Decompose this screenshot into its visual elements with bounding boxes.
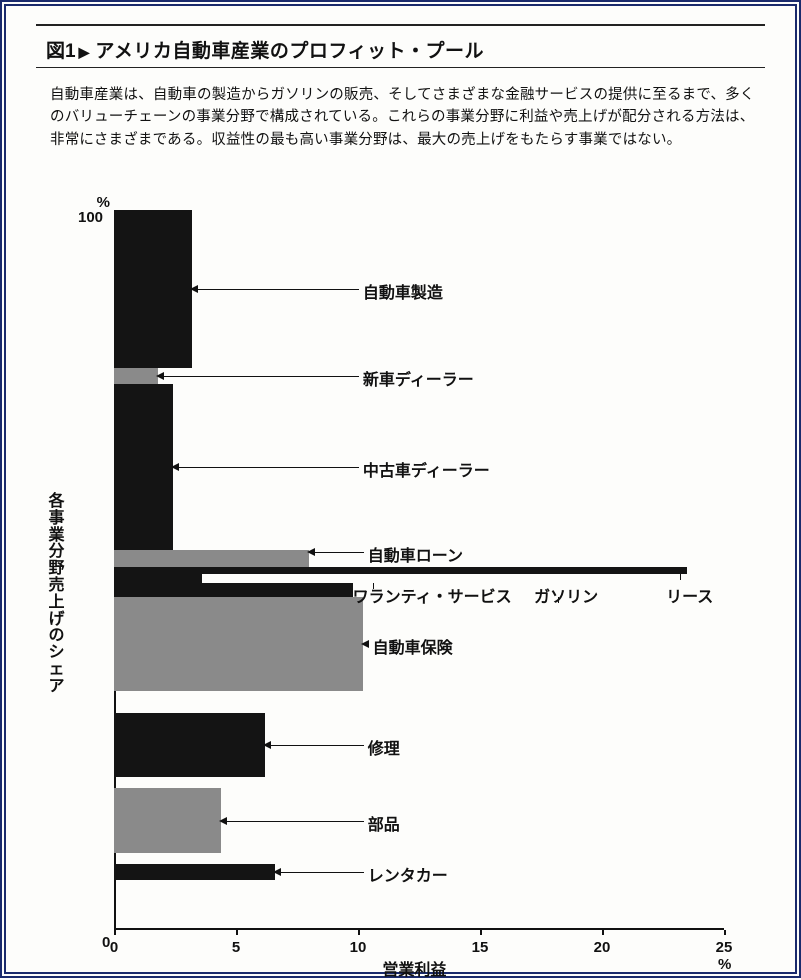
bar-parts bbox=[114, 788, 221, 853]
label-warranty: ワランティ・サービス bbox=[353, 583, 512, 607]
arrow-icon bbox=[190, 285, 198, 293]
label-parts: 部品 bbox=[368, 811, 400, 835]
leader-line bbox=[265, 745, 363, 746]
label-gasoline: ガソリン bbox=[534, 583, 598, 607]
bar-rental bbox=[114, 864, 275, 880]
figure-number: 図1 bbox=[46, 36, 76, 63]
figure-caption: 自動車産業は、自動車の製造からガソリンの販売、そしてさまざまな金融サービスの提供… bbox=[50, 84, 757, 151]
y-axis-title: 各事業分野売上げのシェア bbox=[48, 494, 66, 696]
bar-insurance bbox=[114, 597, 363, 691]
leader-line bbox=[192, 289, 359, 290]
label-lease: リース bbox=[666, 583, 713, 607]
top-rule bbox=[36, 24, 765, 26]
label-useddeal: 中古車ディーラー bbox=[363, 457, 490, 481]
leader-line bbox=[221, 821, 363, 822]
x-pct-label: % bbox=[718, 956, 731, 973]
figure-heading: 図1 ▶ アメリカ自動車産業のプロフィット・プール bbox=[46, 36, 765, 63]
triangle-icon: ▶ bbox=[79, 44, 90, 61]
x-tick-label: 15 bbox=[472, 939, 489, 956]
title-underline bbox=[36, 67, 765, 68]
arrow-icon bbox=[219, 817, 227, 825]
page: 図1 ▶ アメリカ自動車産業のプロフィット・プール 自動車産業は、自動車の製造か… bbox=[36, 24, 765, 962]
bar-repair bbox=[114, 713, 265, 778]
x-tick-label: 5 bbox=[232, 939, 240, 956]
x-tick bbox=[236, 930, 238, 935]
leader-line bbox=[309, 552, 364, 553]
bar-newdeal bbox=[114, 368, 158, 384]
arrow-icon bbox=[273, 868, 281, 876]
label-repair: 修理 bbox=[368, 735, 400, 759]
x-tick bbox=[480, 930, 482, 935]
x-tick bbox=[114, 930, 116, 935]
plot-area: 0510152025自動車製造新車ディーラー中古車ディーラー自動車ローンリースワ… bbox=[114, 210, 724, 930]
x-axis bbox=[114, 928, 724, 930]
leader-line bbox=[158, 376, 359, 377]
x-tick-label: 25 bbox=[716, 939, 733, 956]
x-tick bbox=[602, 930, 604, 935]
label-mfg: 自動車製造 bbox=[363, 279, 443, 303]
arrow-icon bbox=[361, 640, 369, 648]
bar-gasoline bbox=[114, 583, 353, 597]
chart: % 100 各事業分野売上げのシェア 0510152025自動車製造新車ディーラ… bbox=[36, 194, 765, 962]
label-rental: レンタカー bbox=[368, 862, 448, 886]
x-tick bbox=[358, 930, 360, 935]
x-tick-label: 0 bbox=[110, 939, 118, 956]
bar-useddeal bbox=[114, 384, 173, 550]
arrow-icon bbox=[307, 548, 315, 556]
figure-title: アメリカ自動車産業のプロフィット・プール bbox=[95, 36, 484, 63]
origin-zero: 0 bbox=[102, 934, 110, 951]
bar-lease bbox=[114, 567, 687, 574]
label-insurance: 自動車保険 bbox=[373, 634, 453, 658]
x-tick-label: 10 bbox=[350, 939, 367, 956]
x-axis-title: 営業利益 bbox=[382, 956, 446, 980]
bar-warranty bbox=[114, 574, 202, 583]
leader-line bbox=[173, 467, 359, 468]
label-loan: 自動車ローン bbox=[368, 542, 463, 566]
x-tick bbox=[724, 930, 726, 935]
bar-loan bbox=[114, 550, 309, 567]
y-100-label: 100 bbox=[78, 209, 103, 226]
arrow-icon bbox=[156, 372, 164, 380]
leader-line bbox=[275, 872, 364, 873]
leader-line bbox=[680, 574, 681, 580]
x-tick-label: 20 bbox=[594, 939, 611, 956]
bar-mfg bbox=[114, 210, 192, 368]
label-newdeal: 新車ディーラー bbox=[363, 366, 474, 390]
arrow-icon bbox=[171, 463, 179, 471]
arrow-icon bbox=[263, 741, 271, 749]
